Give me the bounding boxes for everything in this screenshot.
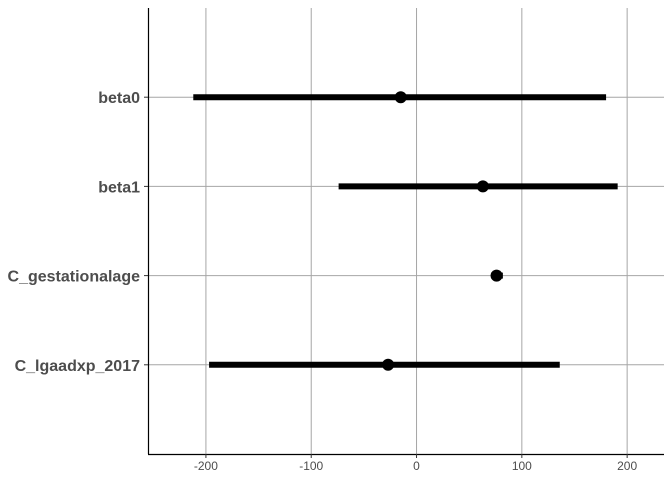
y-axis-ticks: beta0 beta1 C_gestationalage C_lgaadxp_2017 [8, 90, 148, 375]
point-estimate [382, 358, 395, 371]
point-estimate [394, 91, 407, 104]
x-tick-label: 100 [512, 459, 532, 473]
vertical-gridlines [205, 8, 628, 454]
y-tick-label: C_lgaadxp_2017 [15, 358, 141, 375]
x-tick-label: -200 [194, 459, 218, 473]
x-tick-label: 200 [617, 459, 637, 473]
x-axis-ticks: -200 -100 0 100 200 [194, 454, 637, 473]
horizontal-gridlines [148, 96, 664, 366]
point-estimate [476, 180, 489, 193]
x-tick-label: 0 [413, 459, 420, 473]
y-tick-label: beta0 [98, 90, 140, 107]
y-tick-label: C_gestationalage [8, 269, 141, 286]
y-tick-label: beta1 [98, 179, 140, 196]
x-tick-label: -100 [299, 459, 323, 473]
point-estimate [490, 269, 503, 282]
interval-marks [193, 91, 618, 371]
